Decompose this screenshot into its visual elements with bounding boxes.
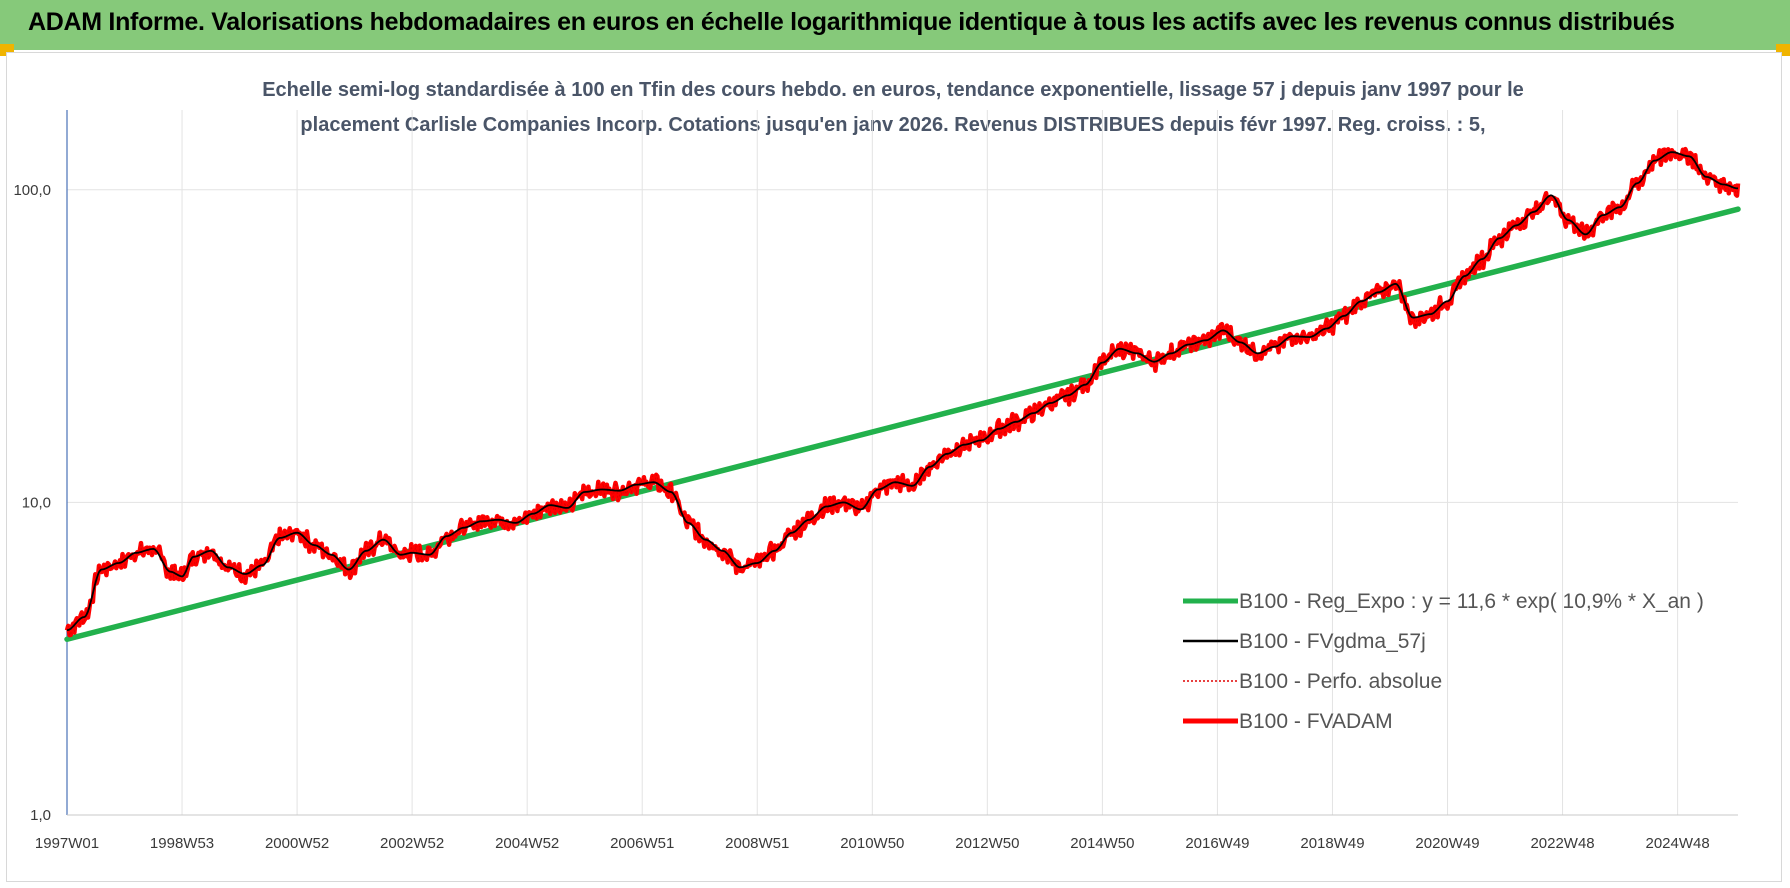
chart-title-line-2: placement Carlisle Companies Incorp. Cot… [300,114,1485,136]
legend-label: B100 - Reg_Expo : y = 11,6 * exp( 10,9% … [1239,590,1704,613]
series-reg-expo-line [64,206,1741,642]
x-tick-label: 2002W52 [380,835,444,852]
y-tick-label: 100,0 [13,182,51,199]
x-tick-label: 2008W51 [725,835,789,852]
x-tick-label: 2004W52 [495,835,559,852]
x-tick-label: 2006W51 [610,835,674,852]
y-tick-label: 10,0 [22,494,51,511]
chart-frame [6,52,1782,882]
x-tick-label: 2018W49 [1300,835,1364,852]
chart-banner: ADAM Informe. Valorisations hebdomadaire… [0,0,1790,50]
x-tick-label: 2012W50 [955,835,1019,852]
legend: B100 - Reg_Expo : y = 11,6 * exp( 10,9% … [1183,590,1704,733]
series-perfo-absolue-line [66,147,1739,636]
series-fvadam-line [64,146,1741,638]
tick-labels: 1,0 10,0 100,0 1997W01 1998W53 2000W52 2002W52… [13,182,1709,852]
x-tick-label: 2014W50 [1070,835,1134,852]
gridlines [67,110,1738,815]
x-tick-label: 2024W48 [1645,835,1709,852]
axes [66,110,1738,816]
x-tick-label: 1997W01 [35,835,99,852]
series-layer [64,146,1741,642]
legend-label: B100 - FVADAM [1239,710,1393,733]
series-fvgdma-57j-line [66,151,1738,632]
chart-title-line-1: Echelle semi-log standardisée à 100 en T… [262,79,1524,101]
legend-label: B100 - FVgdma_57j [1239,630,1426,653]
x-tick-label: 1998W53 [150,835,214,852]
x-tick-label: 2022W48 [1530,835,1594,852]
x-tick-label: 2000W52 [265,835,329,852]
x-tick-label: 2020W49 [1415,835,1479,852]
x-tick-label: 2016W49 [1185,835,1249,852]
page-title: ADAM Informe. Valorisations hebdomadaire… [28,8,1675,36]
x-tick-label: 2010W50 [840,835,904,852]
y-tick-label: 1,0 [30,807,51,824]
legend-label: B100 - Perfo. absolue [1239,670,1442,693]
